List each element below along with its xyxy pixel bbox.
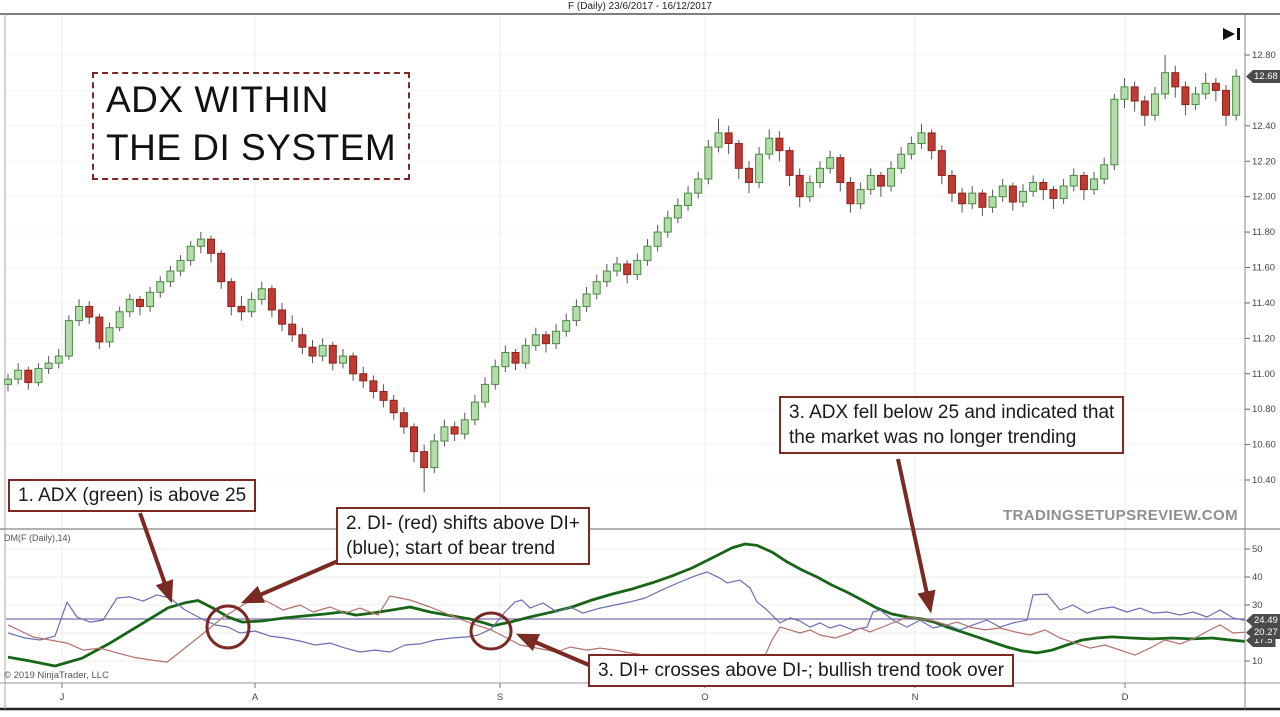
price-axis-tick: 10.60 xyxy=(1252,440,1276,451)
chart-title: F (Daily) 23/6/2017 - 16/12/2017 xyxy=(568,1,712,12)
x-axis-month-label: J xyxy=(60,692,65,703)
x-axis-month-label: N xyxy=(912,692,919,703)
indicator-label: DM(F (Daily),14) xyxy=(4,533,71,543)
indicator-axis-tick: 50 xyxy=(1252,544,1263,555)
x-axis-month-label: S xyxy=(497,692,503,703)
copyright-text: © 2019 NinjaTrader, LLC xyxy=(4,670,109,681)
price-axis-tick: 11.00 xyxy=(1252,369,1275,380)
indicator-axis-tick: 10 xyxy=(1252,656,1263,667)
price-axis-tick: 11.60 xyxy=(1252,263,1275,274)
title-annotation-line1: ADX WITHIN xyxy=(106,79,329,120)
annotation-arrow xyxy=(515,633,597,670)
indicator-value-badge: 20.27 xyxy=(1246,626,1280,639)
price-axis-tick: 12.40 xyxy=(1252,121,1276,132)
annotation-note-3: 3. ADX fell below 25 and indicated that … xyxy=(779,396,1125,454)
price-axis-tick: 11.20 xyxy=(1252,333,1275,344)
x-axis-month-label: A xyxy=(252,692,259,703)
annotation-note-2: 2. DI- (red) shifts above DI+ (blue); st… xyxy=(336,507,590,565)
indicator-axis-tick: 30 xyxy=(1252,600,1263,611)
price-axis-tick: 11.40 xyxy=(1252,298,1275,309)
go-to-last-bar-icon[interactable] xyxy=(1223,28,1240,40)
watermark: TRADINGSETUPSREVIEW.COM xyxy=(1002,507,1238,524)
annotation-arrow xyxy=(896,458,936,614)
price-axis-tick: 12.20 xyxy=(1252,156,1276,167)
annotation-note-1: 1. ADX (green) is above 25 xyxy=(8,479,257,512)
price-axis-tick: 12.80 xyxy=(1252,50,1276,61)
x-axis-month-label: D xyxy=(1122,692,1129,703)
series-DI+ xyxy=(7,571,1246,653)
annotation-note-4: 3. DI+ crosses above DI-; bullish trend … xyxy=(588,654,1015,687)
price-axis-tick: 12.00 xyxy=(1252,192,1276,203)
highlight-circle xyxy=(469,611,513,651)
title-annotation-box: ADX WITHIN THE DI SYSTEM xyxy=(92,72,411,180)
price-axis-tick: 10.40 xyxy=(1252,475,1276,486)
indicator-value-badge: 24.49 xyxy=(1246,614,1280,627)
candlestick-series xyxy=(4,55,1241,493)
title-annotation-line2: THE DI SYSTEM xyxy=(106,127,397,168)
series-ADX xyxy=(7,542,1246,668)
annotation-arrow xyxy=(240,559,339,604)
indicator-axis-tick: 40 xyxy=(1252,572,1263,583)
last-price-badge: 12.68 xyxy=(1246,70,1280,83)
price-axis-tick: 10.80 xyxy=(1252,404,1276,415)
annotation-arrow xyxy=(138,512,174,604)
annotation-arrows-circles xyxy=(138,458,936,670)
price-axis-tick: 11.80 xyxy=(1252,227,1275,238)
x-axis-month-label: O xyxy=(701,692,708,703)
highlight-circle xyxy=(205,604,251,650)
